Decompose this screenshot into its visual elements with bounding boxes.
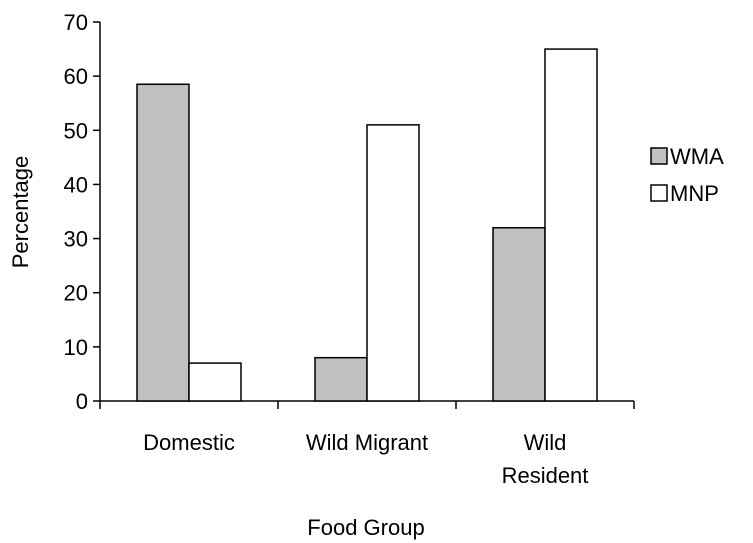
bar-wma-wild-migrant — [314, 356, 368, 402]
y-tick-label: 20 — [64, 281, 88, 306]
bar-mnp-wild-resident — [544, 48, 598, 402]
bars — [136, 48, 598, 402]
y-axis-title: Percentage — [8, 156, 33, 269]
y-tick-label: 0 — [76, 389, 88, 414]
bar-wma-domestic — [136, 83, 190, 402]
legend: WMA MNP — [650, 144, 724, 206]
x-tick-label: Domestic — [143, 430, 235, 455]
x-tick-label: Wild Resident — [502, 430, 589, 488]
x-axis-ticks — [99, 401, 635, 409]
y-tick-label: 70 — [64, 10, 88, 35]
y-tick-label: 30 — [64, 227, 88, 252]
y-axis-ticks: 0 10 20 30 40 50 60 70 — [64, 10, 100, 414]
x-tick-labels: Domestic Wild Migrant Wild Resident — [143, 430, 588, 488]
y-tick-label: 40 — [64, 172, 88, 197]
bar-mnp-wild-migrant — [366, 124, 420, 402]
y-tick-label: 60 — [64, 64, 88, 89]
x-tick-label: Wild Migrant — [306, 430, 428, 455]
legend-label-mnp: MNP — [670, 181, 719, 206]
legend-swatch-mnp — [650, 184, 668, 202]
plot-area: 0 10 20 30 40 50 60 70 Domestic Wild Migrant Wild… — [64, 10, 635, 488]
legend-label-wma: WMA — [670, 144, 724, 169]
legend-swatch-wma — [650, 147, 668, 165]
bar-wma-wild-resident — [492, 226, 546, 402]
bar-mnp-domestic — [188, 362, 242, 402]
y-tick-label: 50 — [64, 118, 88, 143]
x-axis-title: Food Group — [307, 515, 424, 540]
y-tick-label: 10 — [64, 335, 88, 360]
